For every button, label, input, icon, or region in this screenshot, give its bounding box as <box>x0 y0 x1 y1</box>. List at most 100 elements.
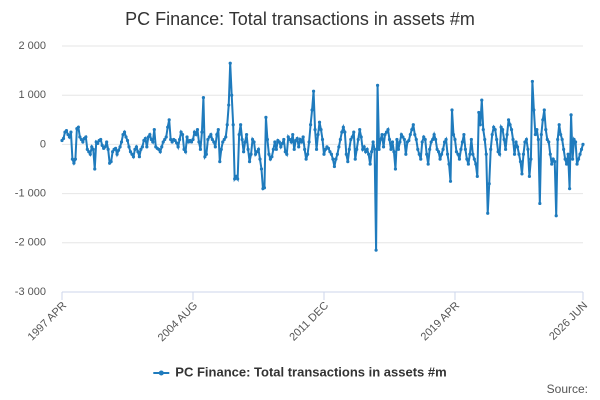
point <box>524 137 529 142</box>
point <box>426 162 430 166</box>
point <box>81 140 85 144</box>
point <box>270 155 274 159</box>
point <box>462 132 466 137</box>
point <box>396 147 401 151</box>
point <box>454 150 459 154</box>
point <box>78 135 82 139</box>
point <box>556 137 560 142</box>
source-label: Source: <box>547 382 588 396</box>
point <box>191 137 195 142</box>
x-tick-label: 2019 APR <box>419 300 463 344</box>
point <box>105 140 109 144</box>
point <box>221 140 225 144</box>
point <box>182 147 186 151</box>
point <box>410 128 414 132</box>
y-tick-label: 0 <box>40 138 46 150</box>
point <box>442 140 447 144</box>
x-tick-label: 2011 DEC <box>287 300 331 344</box>
point <box>460 140 465 144</box>
point <box>520 172 524 176</box>
point <box>338 137 342 142</box>
point <box>96 141 100 146</box>
point <box>185 135 189 139</box>
point <box>274 147 278 151</box>
point <box>73 157 77 161</box>
point <box>408 132 412 137</box>
point <box>484 152 488 156</box>
point <box>256 147 261 151</box>
point <box>131 155 136 159</box>
point <box>392 150 396 154</box>
point <box>76 125 80 129</box>
point <box>334 157 338 161</box>
point <box>515 145 520 149</box>
point <box>439 152 444 156</box>
point <box>472 157 476 161</box>
point <box>572 137 576 142</box>
point <box>566 152 570 156</box>
point <box>262 186 267 190</box>
point <box>483 137 487 142</box>
y-tick-label: 2 000 <box>18 40 46 52</box>
point <box>218 160 222 164</box>
point <box>359 135 363 139</box>
point <box>320 137 325 142</box>
point <box>503 147 508 151</box>
point <box>224 135 228 139</box>
point <box>244 132 249 137</box>
point <box>486 211 490 215</box>
point <box>493 128 497 132</box>
point <box>560 137 564 142</box>
point <box>512 152 517 156</box>
point <box>177 137 182 142</box>
point <box>139 147 143 151</box>
point <box>527 174 532 178</box>
point <box>201 96 206 100</box>
point <box>517 152 521 156</box>
point <box>554 214 558 218</box>
y-tick-label: -1 000 <box>15 188 46 200</box>
point <box>389 147 393 151</box>
point <box>544 128 548 132</box>
point <box>267 152 271 156</box>
point <box>429 140 433 144</box>
point <box>441 147 445 151</box>
point <box>222 137 226 142</box>
point <box>468 152 472 156</box>
point <box>84 135 88 139</box>
point <box>496 150 500 154</box>
point <box>316 132 320 137</box>
point <box>133 147 137 151</box>
point <box>279 145 283 149</box>
point <box>255 150 259 154</box>
point <box>166 125 170 129</box>
point <box>231 123 235 127</box>
point <box>365 147 369 151</box>
point <box>447 162 451 166</box>
point <box>200 130 204 134</box>
point <box>374 248 378 252</box>
point <box>490 132 494 137</box>
point <box>323 147 328 151</box>
point <box>204 152 208 156</box>
point <box>459 147 463 151</box>
point <box>332 164 337 169</box>
point <box>356 137 360 142</box>
point <box>242 150 246 154</box>
point <box>404 152 408 156</box>
point <box>124 135 128 139</box>
point <box>90 145 94 149</box>
point <box>530 79 534 84</box>
point <box>501 128 505 132</box>
point <box>307 140 311 144</box>
point <box>435 147 439 151</box>
point <box>506 118 511 122</box>
point <box>288 137 292 142</box>
point <box>371 140 375 144</box>
point <box>457 157 462 161</box>
point <box>373 147 377 151</box>
legend-label: PC Finance: Total transactions in assets… <box>175 364 446 379</box>
point <box>563 157 567 161</box>
point <box>498 152 502 156</box>
point <box>127 145 131 149</box>
